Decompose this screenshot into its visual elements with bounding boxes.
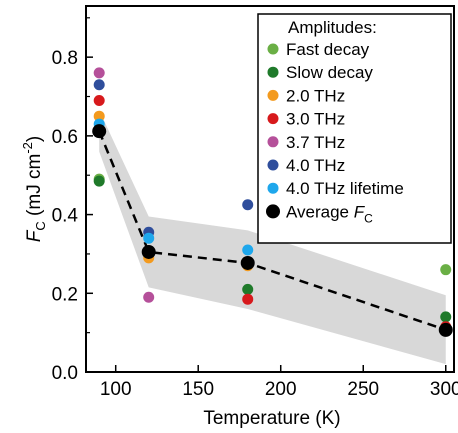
x-ticks: 100 150 200 250 300 — [100, 365, 458, 400]
legend-label: Slow decay — [286, 63, 373, 82]
legend-box — [257, 13, 452, 244]
y-ticks: 0.0 0.2 0.4 0.6 0.8 — [52, 17, 93, 384]
legend-marker-average — [266, 204, 280, 219]
legend-marker — [267, 182, 279, 194]
x-tick-label: 300 — [430, 379, 458, 400]
data-point-series-0 — [440, 264, 452, 276]
average-point — [438, 322, 453, 337]
y-tick-label: 0.2 — [52, 284, 78, 305]
legend-marker — [267, 136, 279, 148]
x-tick-label: 250 — [347, 379, 379, 400]
legend-items: Fast decay Slow decay 2.0 THz 3.0 THz 3.7 TH… — [266, 40, 404, 225]
data-point-series-1 — [440, 311, 452, 323]
data-point-series-6 — [242, 244, 254, 256]
average-point — [92, 124, 107, 139]
average-line — [98, 130, 447, 332]
y-axis-title: FC (mJ cm-2) — [20, 136, 48, 242]
x-tick-label: 150 — [182, 379, 214, 400]
data-point-series-3 — [242, 293, 254, 305]
data-point-series-5 — [242, 199, 254, 211]
data-point-series-1 — [242, 283, 254, 295]
data-point-series-2 — [93, 110, 105, 122]
legend-label: 2.0 THz — [286, 86, 345, 105]
y-tick-label: 0.0 — [52, 363, 78, 384]
average-line-layer — [98, 130, 447, 332]
legend-marker — [267, 113, 279, 125]
x-tick-label: 200 — [265, 379, 297, 400]
legend-marker — [267, 66, 279, 78]
legend-label: 3.7 THz — [286, 133, 345, 152]
y-tick-label: 0.6 — [52, 127, 78, 148]
data-point-series-4 — [143, 291, 155, 303]
x-tick-label: 100 — [100, 379, 132, 400]
data-point-series-1 — [93, 175, 105, 187]
legend-marker — [267, 159, 279, 171]
average-point — [240, 255, 255, 270]
legend-title: Amplitudes: — [288, 18, 377, 37]
data-point-series-5 — [93, 79, 105, 91]
data-point-series-3 — [93, 94, 105, 106]
legend: Amplitudes: Fast decay Slow decay 2.0 THz 3… — [257, 13, 452, 244]
legend-label-average: Average FC — [286, 202, 373, 225]
average-point — [141, 244, 156, 259]
data-point-series-4 — [93, 67, 105, 79]
y-tick-label: 0.4 — [52, 206, 79, 227]
x-axis-title: Temperature (K) — [203, 408, 340, 429]
plot-frame — [85, 5, 455, 373]
average-points-layer — [92, 124, 453, 337]
data-point-series-6 — [143, 232, 155, 244]
legend-marker — [267, 43, 279, 55]
legend-label: 4.0 THz — [286, 156, 345, 175]
legend-label: 3.0 THz — [286, 110, 345, 129]
legend-label: Fast decay — [286, 40, 370, 59]
y-tick-label: 0.8 — [52, 48, 78, 69]
legend-label: 4.0 THz lifetime — [286, 179, 404, 198]
legend-marker — [267, 89, 279, 101]
